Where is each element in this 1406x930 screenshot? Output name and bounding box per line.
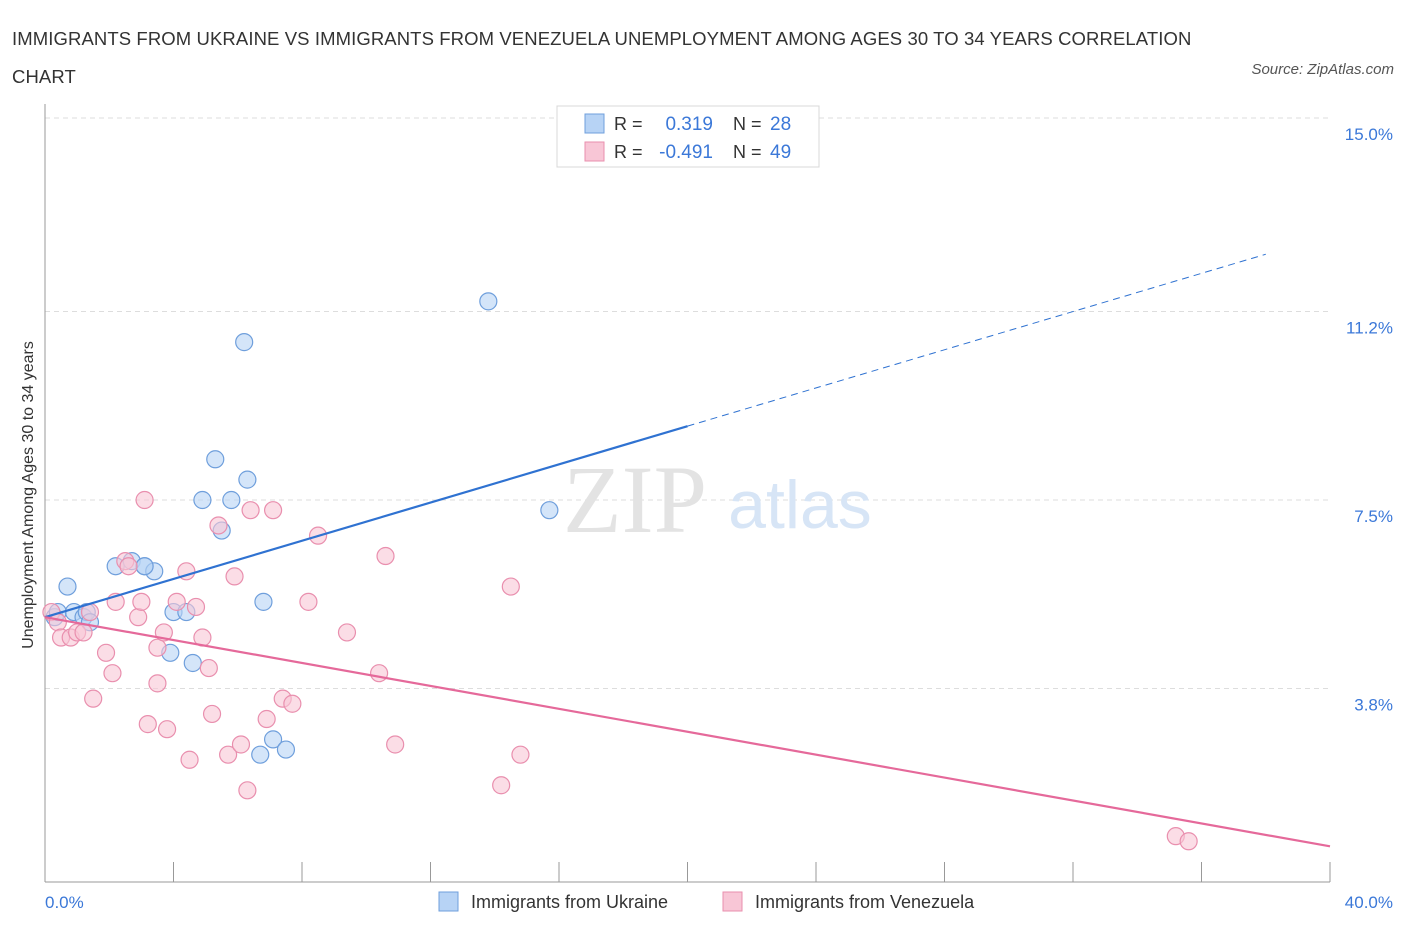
venezuela-point — [241, 501, 260, 520]
venezuela-point — [283, 694, 302, 713]
series-legend: Immigrants from Ukraine Immigrants from … — [438, 891, 975, 912]
ukraine-point — [251, 745, 270, 764]
y-tick-label: 11.2% — [1346, 319, 1393, 338]
venezuela-point — [225, 567, 244, 586]
venezuela-point — [257, 709, 276, 729]
venezuela-point — [337, 623, 357, 642]
ukraine-point — [479, 292, 498, 311]
venezuela-point — [103, 664, 122, 683]
ukraine-point — [540, 501, 559, 520]
venezuela-point — [501, 577, 520, 596]
y-tick-labels: 3.8% 7.5% 11.2% 15.0% — [1345, 125, 1393, 714]
legend-swatch-venezuela — [584, 141, 605, 162]
venezuela-point — [511, 745, 530, 764]
trend-lines — [44, 253, 1331, 848]
series-legend-swatch-ukraine — [438, 891, 459, 912]
legend-r-value-ukraine: 0.319 — [665, 114, 713, 135]
ukraine-point — [276, 740, 296, 759]
data-points — [42, 292, 1198, 851]
venezuela-point — [492, 776, 511, 795]
venezuela-point — [129, 608, 148, 627]
chart-title: IMMIGRANTS FROM UKRAINE VS IMMIGRANTS FR… — [12, 28, 1192, 87]
legend-n-value-ukraine: 28 — [770, 114, 791, 135]
source-label: Source: ZipAtlas.com — [1251, 61, 1394, 78]
y-tick-label: 15.0% — [1345, 125, 1393, 144]
venezuela-point — [132, 592, 151, 611]
venezuela-point — [263, 501, 283, 520]
venezuela-point — [299, 592, 318, 611]
legend-swatch-ukraine — [584, 113, 605, 134]
x-tick-label: 0.0% — [45, 893, 84, 912]
ukraine-trend-extension — [687, 253, 1266, 427]
ukraine-point — [183, 653, 202, 673]
ukraine-point — [238, 470, 257, 489]
watermark: ZIP atlas — [563, 446, 872, 553]
venezuela-point — [219, 745, 238, 764]
ukraine-point — [222, 490, 241, 510]
ukraine-point — [193, 490, 212, 510]
venezuela-point — [202, 704, 222, 724]
watermark-zip: ZIP — [563, 446, 707, 553]
ukraine-point — [254, 592, 273, 611]
venezuela-point — [157, 720, 177, 739]
venezuela-point — [199, 658, 218, 678]
y-tick-label: 3.8% — [1354, 695, 1393, 714]
venezuela-point — [186, 597, 206, 617]
ukraine-point — [135, 557, 154, 576]
ukraine-point — [58, 577, 77, 596]
venezuela-trend-line — [44, 616, 1331, 848]
venezuela-point — [1179, 832, 1198, 851]
venezuela-point — [148, 638, 167, 657]
series-legend-swatch-venezuela — [722, 891, 743, 912]
stats-legend: R = 0.319 N = 28 R = -0.491 N = 49 — [556, 105, 820, 168]
watermark-atlas: atlas — [728, 467, 872, 543]
venezuela-point — [138, 715, 157, 734]
venezuela-point — [148, 674, 167, 693]
venezuela-point — [370, 664, 389, 683]
venezuela-point — [96, 643, 116, 662]
x-tick-label: 40.0% — [1345, 893, 1393, 912]
axes — [44, 104, 1331, 883]
venezuela-point — [376, 546, 395, 566]
venezuela-point — [48, 613, 67, 632]
venezuela-point — [167, 592, 186, 611]
venezuela-point — [209, 516, 228, 535]
venezuela-point — [180, 750, 199, 769]
venezuela-point — [238, 781, 257, 800]
venezuela-point — [386, 735, 405, 754]
venezuela-point — [119, 557, 138, 576]
venezuela-point — [74, 623, 93, 642]
venezuela-point — [231, 735, 251, 754]
legend-r-label: R = — [614, 142, 643, 162]
legend-n-value-venezuela: 49 — [770, 142, 791, 163]
ukraine-trend-line — [44, 425, 688, 619]
legend-n-label: N = — [733, 114, 762, 134]
ukraine-point — [206, 450, 225, 469]
ukraine-point — [235, 333, 254, 352]
legend-r-label: R = — [614, 114, 643, 134]
venezuela-point — [84, 689, 103, 708]
gridlines — [45, 117, 1330, 689]
venezuela-point — [135, 490, 154, 510]
y-tick-label: 7.5% — [1354, 507, 1393, 526]
legend-n-label: N = — [733, 142, 762, 162]
legend-r-value-venezuela: -0.491 — [659, 142, 713, 163]
series-legend-label-ukraine: Immigrants from Ukraine — [471, 892, 668, 912]
x-tick-labels: 0.0% 40.0% — [45, 893, 1393, 912]
y-axis-label: Unemployment Among Ages 30 to 34 years — [20, 341, 37, 649]
series-legend-label-venezuela: Immigrants from Venezuela — [755, 892, 975, 912]
ukraine-point — [263, 730, 283, 749]
